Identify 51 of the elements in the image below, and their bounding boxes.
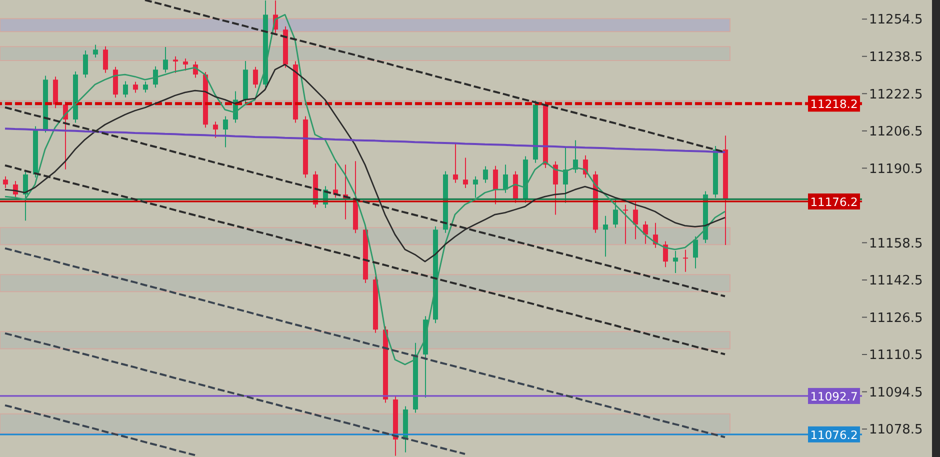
candlestick xyxy=(253,66,258,88)
candlestick xyxy=(483,166,488,184)
line-series xyxy=(4,128,726,154)
candlestick xyxy=(123,80,128,98)
candlestick xyxy=(223,116,228,148)
ref-line-label: 11218.2 xyxy=(810,97,858,112)
candlestick xyxy=(23,170,28,222)
candlestick xyxy=(473,176,478,198)
candlestick xyxy=(673,250,678,274)
y-tick-label: 11254.5 xyxy=(869,12,923,28)
y-tick-label: 11158.5 xyxy=(869,236,923,252)
candlestick xyxy=(3,176,8,188)
candlestick xyxy=(553,160,558,216)
candlestick xyxy=(173,56,178,74)
line-series xyxy=(4,332,466,455)
candlestick xyxy=(683,249,688,272)
candlestick xyxy=(613,198,618,228)
ref-line-label: 11092.7 xyxy=(810,389,858,404)
candlestick xyxy=(93,44,98,58)
candlestick xyxy=(693,236,698,269)
y-tick-label: 11206.5 xyxy=(869,124,923,140)
y-tick-label: 11222.5 xyxy=(869,87,923,102)
candlestick xyxy=(633,200,638,240)
candlestick xyxy=(83,50,88,78)
y-tick-label: 11238.5 xyxy=(869,50,923,65)
line-series xyxy=(4,404,196,456)
y-tick-label: 11078.5 xyxy=(869,422,923,438)
y-tick-label: 11126.5 xyxy=(869,310,923,326)
candlestick xyxy=(463,157,468,188)
candlestick xyxy=(153,66,158,88)
candlestick xyxy=(603,215,608,258)
y-tick-label: 11110.5 xyxy=(869,348,923,364)
candlestick xyxy=(133,81,138,94)
candlestick xyxy=(493,165,498,205)
line-series xyxy=(4,247,726,438)
y-tick-label: 11190.5 xyxy=(869,162,923,177)
candlestick xyxy=(503,164,508,194)
candlestick xyxy=(143,81,148,93)
line-series xyxy=(4,14,726,366)
y-tick-label: 11094.5 xyxy=(869,385,923,400)
candlestick xyxy=(163,46,168,74)
y-tick-label: 11142.5 xyxy=(869,274,923,289)
ref-line-label: 11076.2 xyxy=(810,428,858,442)
candlestick xyxy=(623,204,628,244)
candlestick xyxy=(453,143,458,184)
candlestick xyxy=(563,146,568,204)
ref-line-label: 11176.2 xyxy=(810,194,858,209)
candlestick xyxy=(183,58,188,72)
candlestick xyxy=(643,220,648,244)
candlestick xyxy=(213,121,218,138)
candlestick xyxy=(103,46,108,74)
